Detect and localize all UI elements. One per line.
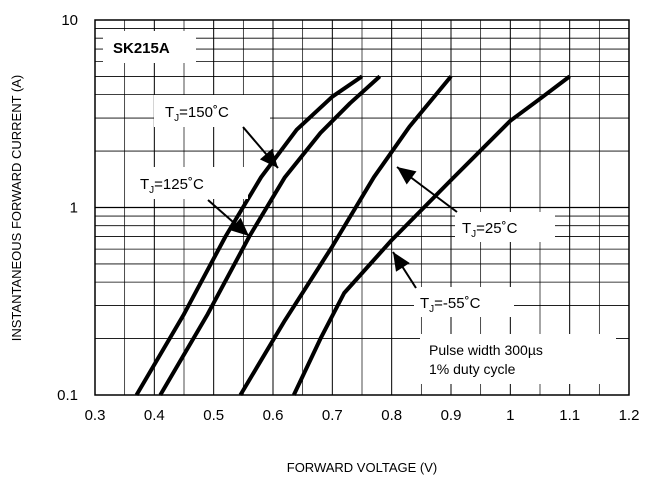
curve-label-box-3 (455, 212, 555, 242)
device-label-box (103, 31, 196, 63)
curve-label-box-4 (414, 287, 514, 317)
curve-labels: TJ=150˚C TJ=125˚C TJ=25˚C TJ=-55˚C (132, 95, 555, 317)
note-box (420, 334, 616, 384)
device-label: SK215A (113, 40, 170, 57)
series-line-3 (238, 75, 453, 397)
plot-frame (94, 19, 630, 396)
x-tick-label: 0.7 (322, 407, 343, 424)
curve-label-arrowhead-1 (259, 148, 278, 168)
x-tick-label: 0.9 (441, 407, 462, 424)
curve-label-arrowhead-2 (229, 217, 249, 236)
curve-label-box-2 (132, 167, 248, 199)
y-tick-label: 0.1 (57, 387, 78, 404)
data-curves (134, 74, 571, 397)
curve-label-1: TJ=150˚C (165, 104, 229, 124)
y-tick-label: 1 (70, 200, 78, 217)
note-line-2: 1% duty cycle (429, 361, 516, 377)
curve-label-3: TJ=25˚C (462, 220, 518, 240)
curve-label-box-1 (154, 95, 270, 127)
x-tick-label: 0.6 (263, 407, 284, 424)
x-axis-title: FORWARD VOLTAGE (V) (287, 460, 437, 475)
series-line-4 (291, 74, 571, 396)
curve-label-arrowhead-3 (397, 167, 417, 185)
curve-label-2: TJ=125˚C (140, 176, 204, 196)
x-tick-label: 1.1 (559, 407, 580, 424)
curve-label-arrowhead-4 (393, 252, 410, 272)
curve-label-4: TJ=-55˚C (420, 295, 481, 315)
note-line-1: Pulse width 300µs (429, 342, 543, 358)
y-axis-title: INSTANTANEOUS FORWARD CURRENT (A) (9, 75, 24, 342)
y-tick-label: 10 (61, 12, 78, 29)
x-tick-label: 1.2 (619, 407, 640, 424)
series-line-2 (158, 74, 382, 397)
x-tick-label: 0.8 (381, 407, 402, 424)
x-tick-label: 1 (506, 407, 514, 424)
tick-labels: 0.3 0.4 0.5 0.6 0.7 0.8 0.9 1 1.1 1.2 0.1 1 10 (57, 12, 639, 424)
major-gridlines (95, 20, 629, 395)
x-tick-label: 0.3 (85, 407, 106, 424)
series-line-1 (134, 74, 364, 397)
x-tick-label: 0.4 (144, 407, 165, 424)
x-tick-label: 0.5 (203, 407, 224, 424)
